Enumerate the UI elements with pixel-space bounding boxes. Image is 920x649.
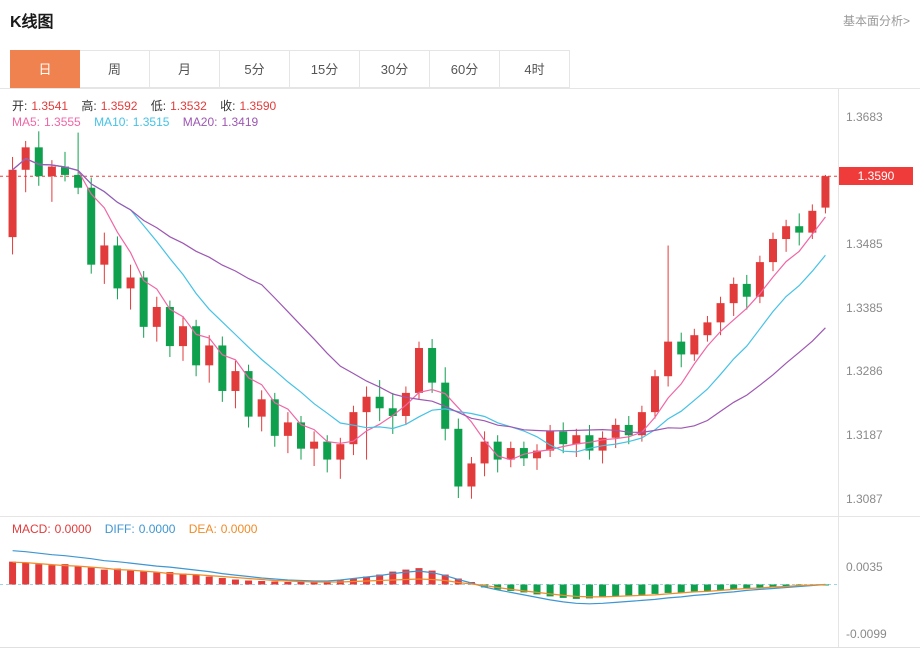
panel-divider	[0, 516, 920, 517]
price-axis: 1.3683 1.3485 1.3385 1.3286 1.3187 1.3087	[838, 89, 920, 516]
axis-divider	[838, 89, 839, 647]
low-value: 1.3532	[170, 99, 207, 113]
price-axis-label: 1.3286	[846, 364, 883, 379]
open-label: 开:	[12, 99, 28, 113]
ma10-value: 1.3515	[132, 115, 170, 129]
macd-axis-label: -0.0099	[846, 626, 887, 641]
open-value: 1.3541	[31, 99, 69, 113]
high-label: 高:	[81, 99, 97, 113]
chart-area: 开: 1.3541 高: 1.3592 低: 1.3532 收: 1.3590 MA5:…	[0, 88, 920, 648]
interval-tab-5[interactable]: 15分	[290, 50, 360, 88]
price-axis-label: 1.3485	[846, 236, 883, 251]
interval-tab-4[interactable]: 5分	[220, 50, 290, 88]
macd-legend: MACD: 0.0000 DIFF: 0.0000 DEA: 0.0000	[12, 522, 267, 536]
dea-label: DEA:	[188, 522, 217, 536]
dea-value: 0.0000	[220, 522, 258, 536]
low-label: 低:	[150, 99, 167, 113]
fundamental-analysis-link[interactable]: 基本面分析>	[842, 14, 910, 28]
diff-label: DIFF:	[104, 522, 135, 536]
candlestick-chart[interactable]	[0, 89, 838, 516]
macd-chart[interactable]	[0, 516, 838, 649]
interval-tabbar: 日周月 5分 15分 30分 60分 4时	[10, 50, 570, 88]
close-label: 收:	[220, 99, 236, 113]
price-axis-label: 1.3087	[846, 491, 883, 506]
interval-tab-2[interactable]: 周	[80, 50, 150, 88]
ma-legend: MA5: 1.3555 MA10: 1.3515 MA20: 1.3419	[12, 115, 268, 129]
interval-tab-6[interactable]: 30分	[360, 50, 430, 88]
ohlc-legend: 开: 1.3541 高: 1.3592 低: 1.3532 收: 1.3590	[12, 97, 286, 114]
ma5-label: MA5:	[12, 115, 41, 129]
diff-value: 0.0000	[138, 522, 176, 536]
current-price-tag: 1.3590	[839, 167, 913, 186]
page-header: K线图 基本面分析>	[0, 0, 920, 40]
interval-tab-7[interactable]: 60分	[430, 50, 500, 88]
macd-axis-label: 0.0035	[846, 560, 883, 575]
macd-value: 0.0000	[54, 522, 92, 536]
macd-axis: 0.0035 -0.0099	[838, 516, 920, 649]
ma5-value: 1.3555	[44, 115, 81, 129]
interval-tab-8[interactable]: 4时	[500, 50, 570, 88]
close-value: 1.3590	[239, 99, 277, 113]
macd-label: MACD:	[12, 522, 51, 536]
ma10-label: MA10:	[94, 115, 129, 129]
price-axis-label: 1.3683	[846, 109, 883, 124]
ma20-value: 1.3419	[221, 115, 259, 129]
price-axis-label: 1.3187	[846, 427, 883, 442]
interval-tab-1[interactable]: 日	[10, 50, 80, 88]
ma20-label: MA20:	[182, 115, 218, 129]
high-value: 1.3592	[100, 99, 138, 113]
interval-tab-3[interactable]: 月	[150, 50, 220, 88]
page-title: K线图	[10, 14, 54, 31]
price-axis-label: 1.3385	[846, 300, 883, 315]
